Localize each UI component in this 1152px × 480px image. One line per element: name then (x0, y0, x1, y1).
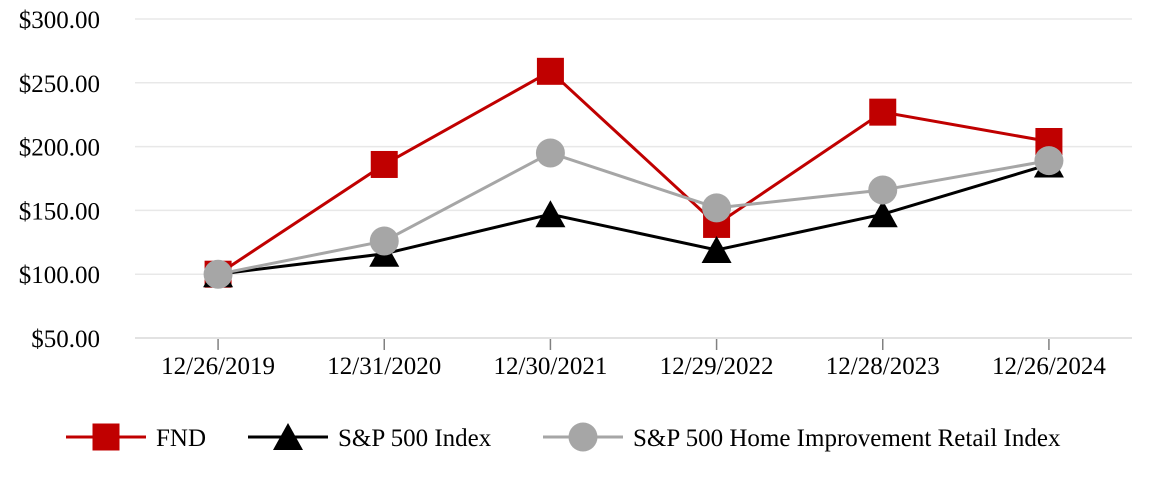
y-axis-label: $150.00 (19, 198, 100, 225)
x-axis-label: 12/31/2020 (327, 353, 441, 380)
x-axis-label: 12/26/2019 (161, 353, 275, 380)
marker-square-fnd (370, 150, 398, 178)
legend-marker-sp500-index (273, 423, 303, 450)
marker-square-fnd (869, 98, 897, 126)
marker-circle-sp500-home-improvement-retail-index (1034, 146, 1064, 176)
marker-triangle-sp500-index (701, 235, 732, 263)
marker-circle-sp500-home-improvement-retail-index (369, 226, 399, 256)
y-axis-label: $250.00 (19, 71, 100, 98)
marker-square-fnd (536, 57, 564, 85)
marker-circle-sp500-home-improvement-retail-index (535, 138, 565, 168)
marker-circle-sp500-home-improvement-retail-index (203, 259, 233, 289)
legend-label-sp500-home-improvement-retail-index: S&P 500 Home Improvement Retail Index (633, 425, 1061, 452)
marker-circle-sp500-home-improvement-retail-index (868, 175, 898, 205)
legend-marker-sp500-home-improvement-retail-index (568, 422, 598, 452)
marker-triangle-sp500-index (535, 200, 566, 228)
legend-marker-fnd (92, 423, 120, 451)
marker-triangle-sp500-index (867, 200, 898, 228)
y-axis-label: $300.00 (19, 7, 100, 34)
y-axis-label: $50.00 (31, 326, 100, 353)
series-line-fnd (217, 69, 1050, 276)
x-axis-label: 12/30/2021 (493, 353, 607, 380)
y-axis-label: $100.00 (19, 262, 100, 289)
y-axis-label: $200.00 (19, 135, 100, 162)
legend-label-sp500-index: S&P 500 Index (338, 425, 492, 452)
legend-label-fnd: FND (156, 425, 206, 452)
series-line-sp500-home-improvement-retail-index (217, 151, 1050, 276)
x-axis-label: 12/29/2022 (660, 353, 774, 380)
series-line-sp500-index (217, 163, 1050, 276)
x-axis-label: 12/28/2023 (826, 353, 940, 380)
marker-circle-sp500-home-improvement-retail-index (702, 193, 732, 223)
x-axis-label: 12/26/2024 (992, 353, 1106, 380)
